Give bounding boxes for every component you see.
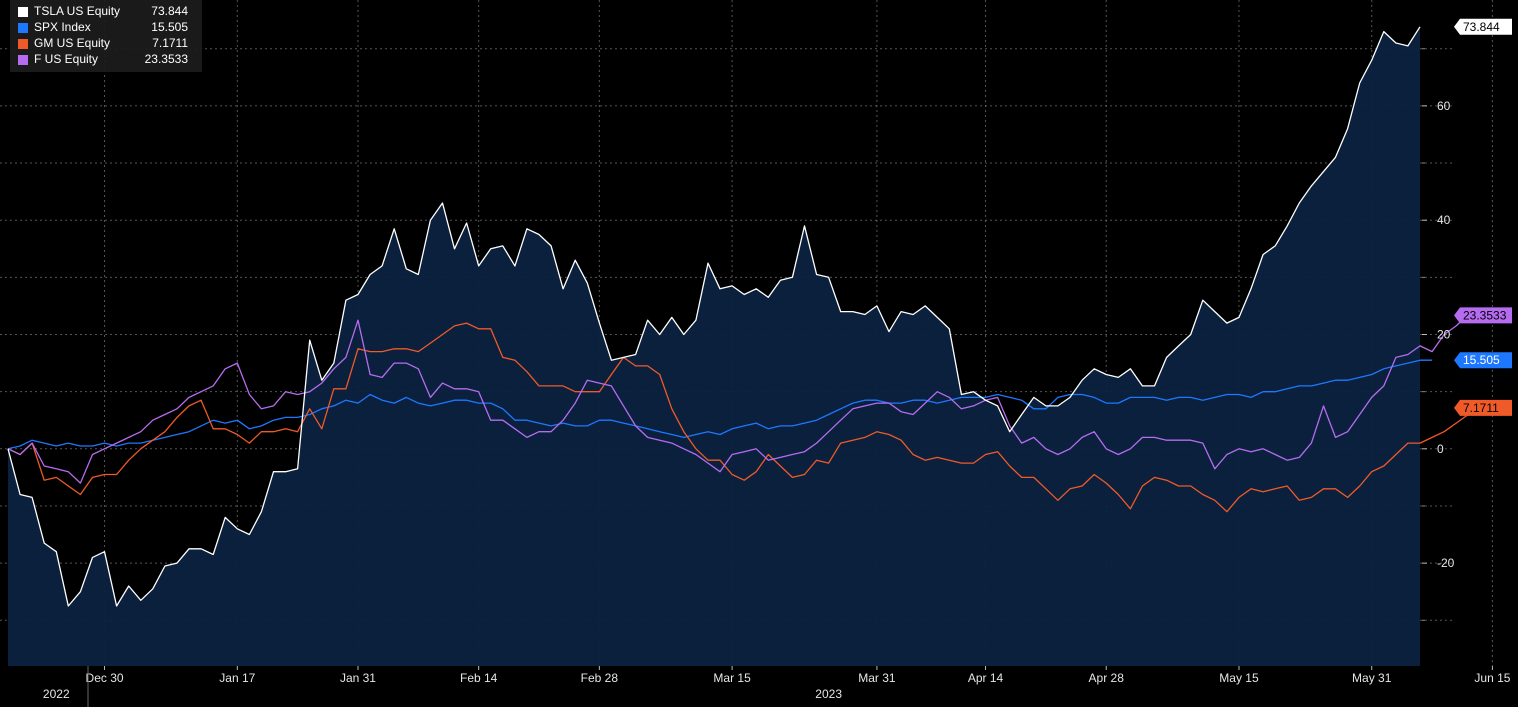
legend-swatch bbox=[18, 23, 28, 33]
last-value-flag-tsla: 73.844 bbox=[1454, 18, 1512, 35]
series-line-f bbox=[7, 313, 1481, 484]
y-tick-label: 40 bbox=[1437, 213, 1451, 227]
last-value-flag-f: 23.3533 bbox=[1454, 307, 1512, 324]
x-tick-label: Jan 31 bbox=[340, 671, 376, 685]
area-tsla bbox=[8, 26, 1420, 667]
legend-name: TSLA US Equity bbox=[34, 4, 121, 18]
legend-swatch bbox=[18, 39, 28, 49]
legend-swatch bbox=[18, 55, 28, 65]
x-tick-label: Feb 14 bbox=[460, 671, 498, 685]
legend-value: 7.1711 bbox=[152, 36, 188, 50]
legend-item-tsla: TSLA US Equity 73.844 bbox=[18, 4, 188, 20]
flag-background bbox=[1454, 307, 1512, 324]
flag-value: 7.1711 bbox=[1463, 401, 1499, 415]
legend-value: 15.505 bbox=[151, 20, 188, 34]
series-line-spx bbox=[7, 359, 1433, 450]
x-tick-label: Jun 15 bbox=[1474, 671, 1510, 685]
y-axis: -20 0 20 40 60 bbox=[1422, 48, 1455, 621]
y-tick-label: 60 bbox=[1437, 99, 1451, 113]
legend: TSLA US Equity 73.844 SPX Index 15.505 G… bbox=[10, 0, 202, 72]
legend-swatch bbox=[18, 7, 28, 17]
y-tick-label: -20 bbox=[1437, 556, 1455, 570]
flag-background bbox=[1454, 352, 1512, 369]
x-tick-label: May 31 bbox=[1352, 671, 1392, 685]
last-value-flag-gm: 7.1711 bbox=[1454, 399, 1512, 416]
x-tick-label: Mar 31 bbox=[858, 671, 896, 685]
last-value-flag-spx: 15.505 bbox=[1454, 352, 1512, 369]
x-tick-label: Mar 15 bbox=[713, 671, 751, 685]
legend-name: GM US Equity bbox=[34, 36, 111, 50]
x-tick-label: Apr 14 bbox=[968, 671, 1004, 685]
legend-value: 73.844 bbox=[151, 4, 188, 18]
x-tick-label: Dec 30 bbox=[86, 671, 124, 685]
series-line-tsla bbox=[7, 26, 1421, 607]
legend-name: SPX Index bbox=[34, 20, 91, 34]
series-layer bbox=[7, 26, 1505, 667]
legend-value: 23.3533 bbox=[144, 52, 188, 66]
grid bbox=[0, 0, 1493, 666]
year-label: 2023 bbox=[815, 687, 842, 701]
year-label: 2022 bbox=[43, 687, 70, 701]
flag-value: 15.505 bbox=[1463, 353, 1500, 367]
x-tick-label: May 15 bbox=[1219, 671, 1259, 685]
legend-item-f: F US Equity 23.3533 bbox=[18, 52, 188, 68]
x-tick-label: Feb 28 bbox=[581, 671, 619, 685]
y-tick-label: 0 bbox=[1437, 442, 1444, 456]
series-line-gm bbox=[7, 322, 1505, 513]
x-axis: Dec 30 Jan 17 Jan 31 Feb 14 Feb 28 Mar 15 Mar … bbox=[43, 666, 1511, 707]
flag-background bbox=[1454, 18, 1512, 35]
legend-name: F US Equity bbox=[34, 52, 99, 66]
flag-value: 73.844 bbox=[1463, 20, 1500, 34]
flag-value: 23.3533 bbox=[1463, 308, 1507, 322]
legend-item-gm: GM US Equity 7.1711 bbox=[18, 36, 188, 52]
y-tick-label: 20 bbox=[1437, 328, 1451, 342]
last-value-labels: 73.844 15.505 7.1711 23.3533 bbox=[1454, 18, 1512, 416]
legend-item-spx: SPX Index 15.505 bbox=[18, 20, 188, 36]
x-tick-label: Apr 28 bbox=[1089, 671, 1125, 685]
flag-background bbox=[1454, 399, 1512, 416]
x-tick-label: Jan 17 bbox=[219, 671, 255, 685]
